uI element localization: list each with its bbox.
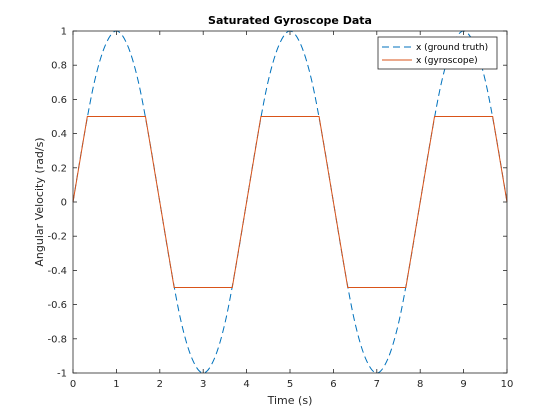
y-tick-label: 0.2 <box>51 163 67 174</box>
legend: x (ground truth) x (gyroscope) <box>377 36 498 70</box>
legend-label-ground-truth: x (ground truth) <box>416 43 488 53</box>
x-tick-label: 10 <box>501 379 514 390</box>
y-tick-label: -0.4 <box>47 266 67 277</box>
y-tick-label: -1 <box>57 369 67 380</box>
x-tick-label: 0 <box>70 379 76 390</box>
y-tick-label: -0.6 <box>47 300 67 311</box>
y-tick-label: -0.8 <box>47 334 67 345</box>
x-tick-label: 2 <box>157 379 163 390</box>
y-tick-label: -0.2 <box>47 232 67 243</box>
legend-label-gyroscope: x (gyroscope) <box>416 56 478 66</box>
x-axis-label: Time (s) <box>267 394 313 407</box>
x-tick-label: 7 <box>374 379 380 390</box>
chart-title: Saturated Gyroscope Data <box>208 14 372 27</box>
y-tick-label: 0 <box>61 198 67 209</box>
series-line-gyroscope <box>72 116 508 288</box>
x-tick-label: 5 <box>287 379 293 390</box>
x-tick-label: 1 <box>113 379 119 390</box>
x-tick-label: 4 <box>243 379 249 390</box>
y-tick-label: 0.8 <box>51 61 67 72</box>
x-tick-label: 8 <box>417 379 423 390</box>
y-tick-label: 0.6 <box>51 95 67 106</box>
y-tick-label: 1 <box>61 27 67 38</box>
y-tick-label: 0.4 <box>51 129 67 140</box>
x-tick-label: 9 <box>460 379 466 390</box>
plot-area <box>73 31 507 373</box>
y-axis-label: Angular Velocity (rad/s) <box>33 137 46 266</box>
x-tick-label: 3 <box>200 379 206 390</box>
ticks-layer: 0 1 2 3 4 5 6 7 8 9 10 -1 -0.8 -0.6 -0.4 -0.2 0 0.2 0.4 0.6… <box>47 27 513 391</box>
legend-box <box>377 36 498 70</box>
x-tick-label: 6 <box>330 379 336 390</box>
